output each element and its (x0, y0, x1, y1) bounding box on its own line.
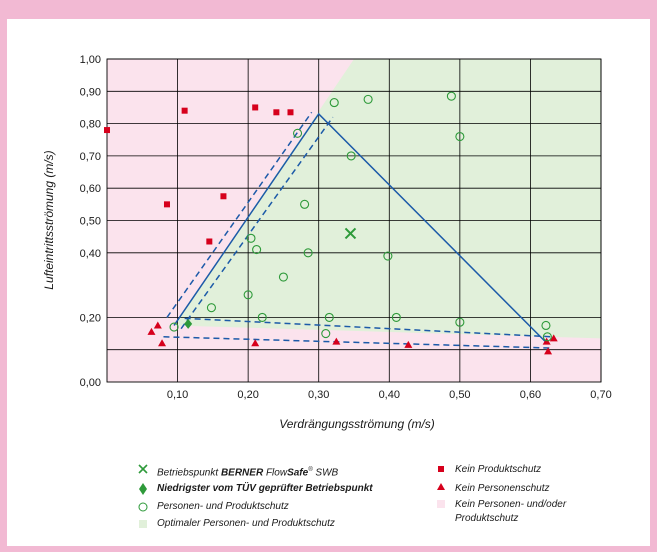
line-dashed-upper (166, 111, 313, 318)
point-personen-produktschutz (300, 199, 310, 209)
y-tick-label: 0,60 (80, 183, 101, 195)
point-kein-personenschutz (544, 347, 553, 355)
point-kein-produktschutz (181, 107, 188, 114)
x-axis-label: Verdrängungsströmung (m/s) (279, 417, 435, 431)
point-personen-produktschutz (303, 248, 313, 258)
marks-layer (104, 91, 558, 355)
point-kein-produktschutz (163, 201, 170, 208)
point-personen-produktschutz (324, 312, 334, 322)
y-tick-label: 0,70 (80, 151, 101, 163)
point-betriebspunkt (344, 227, 357, 240)
point-personen-produktschutz (206, 303, 216, 313)
x-tick-label: 0,40 (379, 389, 400, 401)
point-personen-produktschutz (278, 272, 288, 282)
y-tick-label: 0,90 (80, 86, 101, 98)
line-dashed-flat-upper (184, 317, 552, 338)
point-personen-produktschutz (446, 91, 456, 101)
point-personen-produktschutz (169, 322, 179, 332)
point-kein-personenschutz (158, 339, 167, 347)
point-personen-produktschutz (383, 251, 393, 261)
point-personen-produktschutz (541, 320, 551, 331)
point-tuev-minimum (184, 318, 193, 329)
point-personen-produktschutz (243, 290, 253, 300)
y-tick-label: 0,20 (80, 312, 101, 324)
y-tick-label: 0,50 (80, 216, 101, 228)
point-kein-produktschutz (104, 127, 110, 134)
point-kein-personenschutz (332, 337, 341, 345)
point-personen-produktschutz (455, 131, 465, 142)
y-axis-label: Lufteintrittsströmung (m/s) (42, 150, 56, 289)
point-kein-personenschutz (404, 340, 413, 348)
ticks-layer: 0,10 0,20 0,30 0,40 0,50 0,60 0,70 0,00 0,20 0,40… (80, 54, 612, 401)
x-tick-label: 0,60 (520, 389, 541, 401)
betriebspunkt-stroke (344, 227, 357, 240)
point-kein-produktschutz (220, 193, 227, 200)
point-kein-personenschutz (147, 327, 156, 335)
y-tick-label: 0,80 (80, 119, 101, 131)
point-personen-produktschutz (257, 312, 267, 322)
point-kein-personenschutz (549, 334, 558, 342)
point-kein-produktschutz (287, 109, 294, 116)
x-tick-label: 0,30 (308, 389, 329, 401)
point-personen-produktschutz (321, 328, 331, 339)
point-personen-produktschutz (246, 233, 256, 243)
line-solid (173, 112, 547, 343)
point-kein-personenschutz (251, 339, 260, 347)
zone-optimal (174, 59, 602, 339)
point-personen-produktschutz (292, 128, 303, 138)
x-tick-label: 0,10 (167, 389, 188, 401)
point-personen-produktschutz (363, 94, 373, 104)
x-tick-label: 0,50 (449, 389, 470, 401)
point-kein-personenschutz (153, 321, 162, 329)
point-personen-produktschutz (391, 312, 401, 322)
plot-border (106, 58, 602, 383)
point-personen-produktschutz (542, 332, 552, 342)
point-personen-produktschutz (346, 151, 356, 161)
point-personen-produktschutz (252, 245, 262, 255)
line-dashed-flat-lower (163, 336, 552, 349)
x-tick-label: 0,20 (237, 389, 258, 401)
point-personen-produktschutz (455, 317, 465, 327)
lines-layer (163, 111, 552, 349)
point-personen-produktschutz (329, 98, 339, 108)
x-tick-label: 0,70 (590, 389, 611, 401)
y-tick-label: 1,00 (80, 54, 101, 66)
line-dashed-lower (180, 116, 334, 330)
y-tick-label: 0,00 (80, 377, 101, 389)
point-kein-produktschutz (273, 109, 280, 116)
point-kein-produktschutz (252, 104, 259, 111)
point-kein-produktschutz (206, 238, 213, 245)
y-tick-label: 0,40 (80, 248, 101, 260)
